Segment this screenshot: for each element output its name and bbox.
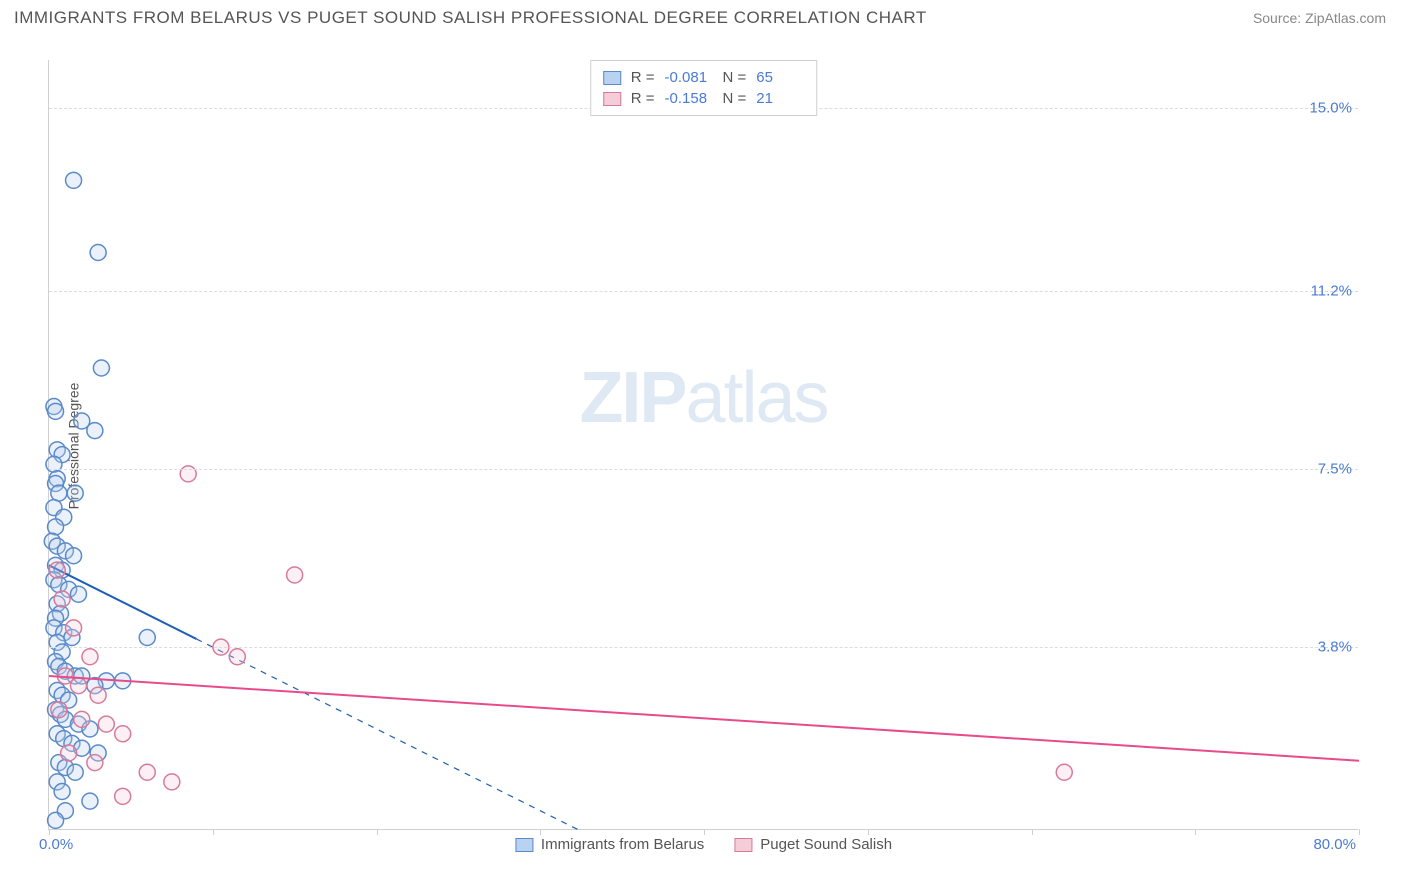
scatter-point (139, 764, 155, 780)
scatter-point (67, 485, 83, 501)
scatter-point (229, 649, 245, 665)
scatter-point (93, 360, 109, 376)
x-tick (1359, 829, 1360, 835)
regression-line-extrapolated (196, 639, 578, 830)
scatter-point (66, 548, 82, 564)
scatter-point (90, 687, 106, 703)
scatter-point (48, 403, 64, 419)
scatter-point (74, 711, 90, 727)
legend-swatch-2 (603, 92, 621, 106)
scatter-point (51, 702, 67, 718)
x-axis-origin-label: 0.0% (39, 836, 73, 853)
legend-row-series-2: R = -0.158 N = 21 (603, 88, 805, 109)
x-axis-max-label: 80.0% (1313, 836, 1356, 853)
x-tick (704, 829, 705, 835)
scatter-point (82, 793, 98, 809)
scatter-point (115, 726, 131, 742)
x-tick (213, 829, 214, 835)
scatter-point (70, 586, 86, 602)
chart-plot-area: ZIPatlas R = -0.081 N = 65 R = -0.158 N … (48, 60, 1358, 830)
scatter-point (87, 755, 103, 771)
x-tick (1032, 829, 1033, 835)
scatter-point (82, 649, 98, 665)
x-tick (1195, 829, 1196, 835)
chart-title: IMMIGRANTS FROM BELARUS VS PUGET SOUND S… (14, 8, 927, 28)
legend-item-1: Immigrants from Belarus (515, 836, 704, 853)
y-tick-label: 15.0% (1309, 100, 1352, 117)
scatter-point (54, 784, 70, 800)
x-tick (49, 829, 50, 835)
scatter-point (87, 423, 103, 439)
x-tick (540, 829, 541, 835)
y-tick-label: 3.8% (1318, 639, 1352, 656)
x-tick (377, 829, 378, 835)
x-tick (868, 829, 869, 835)
scatter-point (115, 788, 131, 804)
scatter-point (1056, 764, 1072, 780)
scatter-svg (49, 60, 1358, 829)
regression-line (49, 676, 1359, 761)
scatter-point (90, 245, 106, 261)
scatter-point (61, 745, 77, 761)
y-tick-label: 11.2% (1311, 283, 1352, 300)
gridline-h (49, 647, 1358, 648)
legend-item-2: Puget Sound Salish (734, 836, 892, 853)
scatter-point (67, 764, 83, 780)
source-label: Source: ZipAtlas.com (1253, 10, 1386, 26)
scatter-point (51, 485, 67, 501)
gridline-h (49, 469, 1358, 470)
scatter-point (66, 620, 82, 636)
legend-swatch-icon (515, 838, 533, 852)
correlation-legend: R = -0.081 N = 65 R = -0.158 N = 21 (590, 60, 818, 116)
legend-row-series-1: R = -0.081 N = 65 (603, 67, 805, 88)
gridline-h (49, 291, 1358, 292)
scatter-point (48, 519, 64, 535)
legend-swatch-icon (734, 838, 752, 852)
scatter-point (70, 678, 86, 694)
scatter-point (54, 591, 70, 607)
scatter-point (287, 567, 303, 583)
y-tick-label: 7.5% (1318, 461, 1352, 478)
scatter-point (48, 812, 64, 828)
scatter-point (139, 630, 155, 646)
scatter-point (49, 562, 65, 578)
scatter-point (66, 172, 82, 188)
scatter-point (98, 716, 114, 732)
scatter-point (164, 774, 180, 790)
legend-swatch-1 (603, 71, 621, 85)
series-legend: Immigrants from Belarus Puget Sound Sali… (515, 836, 892, 853)
